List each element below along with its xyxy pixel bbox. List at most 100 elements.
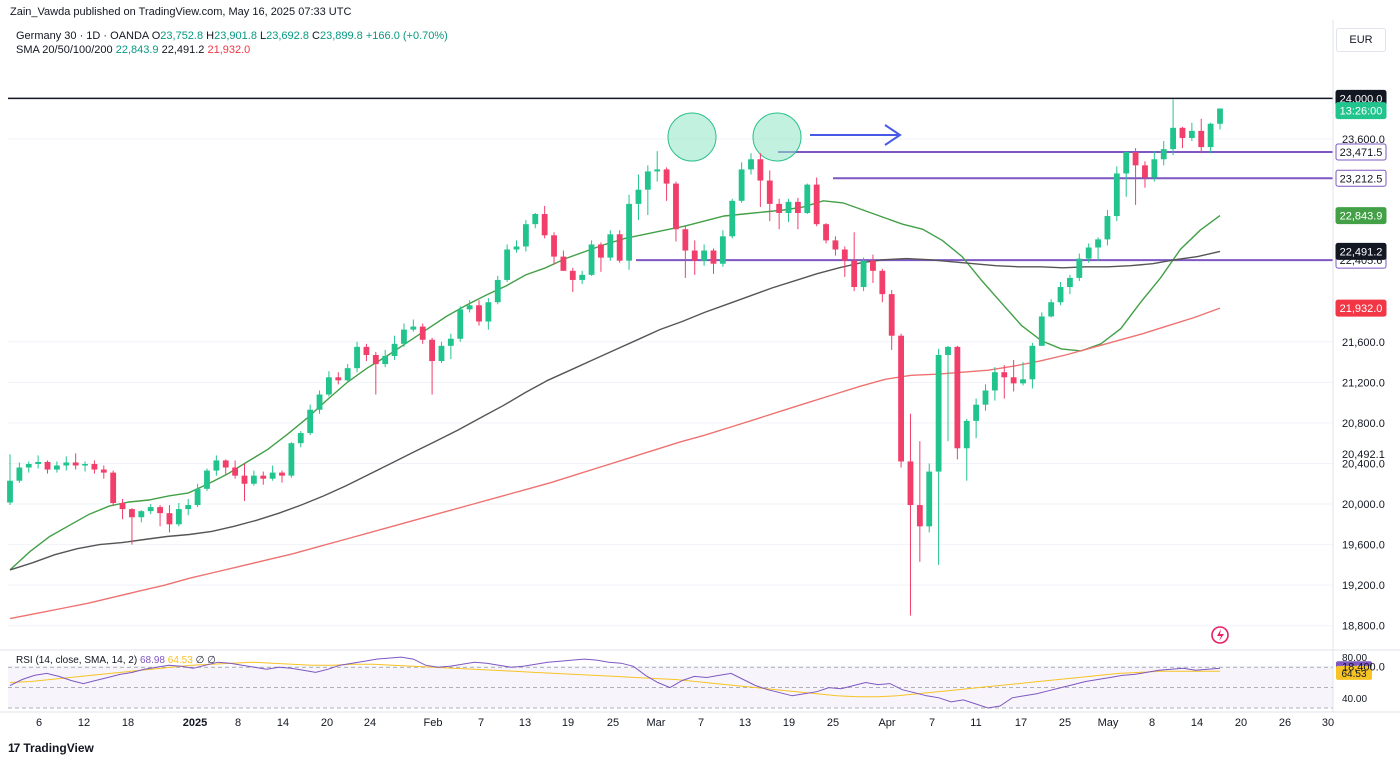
candle <box>1151 151 1158 182</box>
time-tick-27: 26 <box>1279 717 1291 729</box>
candle <box>363 343 370 362</box>
time-tick-2: 18 <box>122 717 134 729</box>
candle <box>541 205 548 239</box>
time-tick-18: Apr <box>878 717 895 729</box>
candle <box>335 372 342 385</box>
candle <box>476 300 482 326</box>
sma-line-1 <box>9 250 1221 571</box>
currency-button[interactable]: EUR <box>1336 28 1386 52</box>
time-tick-6: 20 <box>321 717 333 729</box>
price-tick-2: 21,200.0 <box>1342 377 1385 389</box>
price-tick-4: 20,400.0 <box>1342 458 1385 470</box>
candle <box>776 198 783 230</box>
candle <box>1217 108 1223 130</box>
time-axis[interactable]: 6 12 18 2025 8 14 20 24 Feb 7 13 19 25 Mar 7 13 19 25 Apr 7… <box>36 717 1334 729</box>
highlight-circle-march-top-2 <box>752 112 802 162</box>
rsi-empty-values: ∅ ∅ <box>195 655 216 666</box>
candle <box>945 345 951 442</box>
candle <box>35 455 42 469</box>
svg-text:64.53: 64.53 <box>1341 669 1366 680</box>
candle <box>1085 243 1092 263</box>
rsi-line <box>9 656 1221 709</box>
candle <box>1095 237 1101 261</box>
svg-text:23,212.5: 23,212.5 <box>1340 173 1383 185</box>
candle <box>729 198 736 239</box>
candle <box>963 418 970 481</box>
svg-text:23,471.5: 23,471.5 <box>1340 147 1383 159</box>
rsi-tag-1: 64.53 <box>1336 665 1372 680</box>
svg-text:13:26:00: 13:26:00 <box>1340 106 1383 118</box>
low-value: 23,692.8 <box>266 30 309 42</box>
candle <box>635 174 642 221</box>
candle <box>813 177 820 227</box>
price-tick-9: 18,400.0 <box>1342 661 1385 673</box>
alert-icon[interactable] <box>1211 626 1229 644</box>
candle <box>175 503 182 527</box>
candle <box>738 162 745 203</box>
candle <box>485 298 492 330</box>
sma-line-0 <box>9 200 1221 571</box>
candle <box>166 505 173 533</box>
candle <box>1067 274 1073 295</box>
candle <box>1170 99 1177 156</box>
candle <box>269 465 276 481</box>
candle <box>560 250 567 271</box>
candle <box>147 504 154 515</box>
candle <box>222 459 229 475</box>
candle <box>644 165 651 216</box>
candle <box>1104 209 1111 246</box>
time-tick-3: 2025 <box>183 717 207 729</box>
candle <box>841 246 848 277</box>
candle <box>522 220 529 252</box>
candle <box>372 351 379 395</box>
arrow-head <box>884 124 902 146</box>
candle <box>232 460 239 479</box>
candle <box>466 300 473 313</box>
arrow-annotation <box>810 124 902 146</box>
time-tick-25: 14 <box>1191 717 1203 729</box>
candle <box>7 454 13 506</box>
level-tag-1: 23,471.5 <box>1335 143 1387 161</box>
candle <box>654 151 661 182</box>
price-axis[interactable]: 23,600.0 21,600.0 21,200.0 20,800.0 20,400.0… <box>0 20 1400 713</box>
candle <box>598 242 604 272</box>
sma50-value: 22,491.2 <box>161 44 205 56</box>
highlight-circle-march-top-1 <box>667 112 717 162</box>
candle <box>316 390 323 414</box>
candle <box>72 453 79 470</box>
time-tick-8: Feb <box>424 717 443 729</box>
sma-line: SMA 20/50/100/200 22,843.9 22,491.2 21,9… <box>16 44 250 56</box>
rsi-label[interactable]: RSI (14, close, SMA, 14, 2) <box>16 655 138 666</box>
symbol-name[interactable]: Germany 30 · 1D · OANDA <box>16 30 149 42</box>
candle <box>288 442 295 478</box>
candle <box>1057 281 1064 306</box>
highlight-circles <box>667 112 802 162</box>
candle <box>1020 362 1026 386</box>
candle <box>82 461 88 472</box>
sma200-value: 21,932.0 <box>207 44 251 56</box>
tradingview-logo: 17 TradingView <box>8 741 94 755</box>
candle <box>888 290 895 350</box>
candle <box>1029 342 1036 389</box>
candle <box>279 470 285 483</box>
candle <box>832 236 839 256</box>
candle <box>1207 122 1214 154</box>
moving-averages <box>9 200 1221 620</box>
candle <box>44 460 51 474</box>
candle <box>860 257 867 292</box>
candle <box>794 197 801 230</box>
svg-text:21,932.0: 21,932.0 <box>1340 303 1383 315</box>
time-tick-23: May <box>1098 717 1119 729</box>
candle <box>579 270 586 284</box>
candles <box>7 99 1223 616</box>
sma-label[interactable]: SMA 20/50/100/200 <box>16 44 113 56</box>
candle <box>213 455 220 476</box>
price-tick-7: 19,200.0 <box>1342 580 1385 592</box>
candle <box>757 153 764 207</box>
candle <box>260 471 267 485</box>
candle <box>344 364 351 383</box>
time-tick-24: 8 <box>1149 717 1155 729</box>
candle <box>410 319 417 332</box>
candle <box>494 275 501 305</box>
